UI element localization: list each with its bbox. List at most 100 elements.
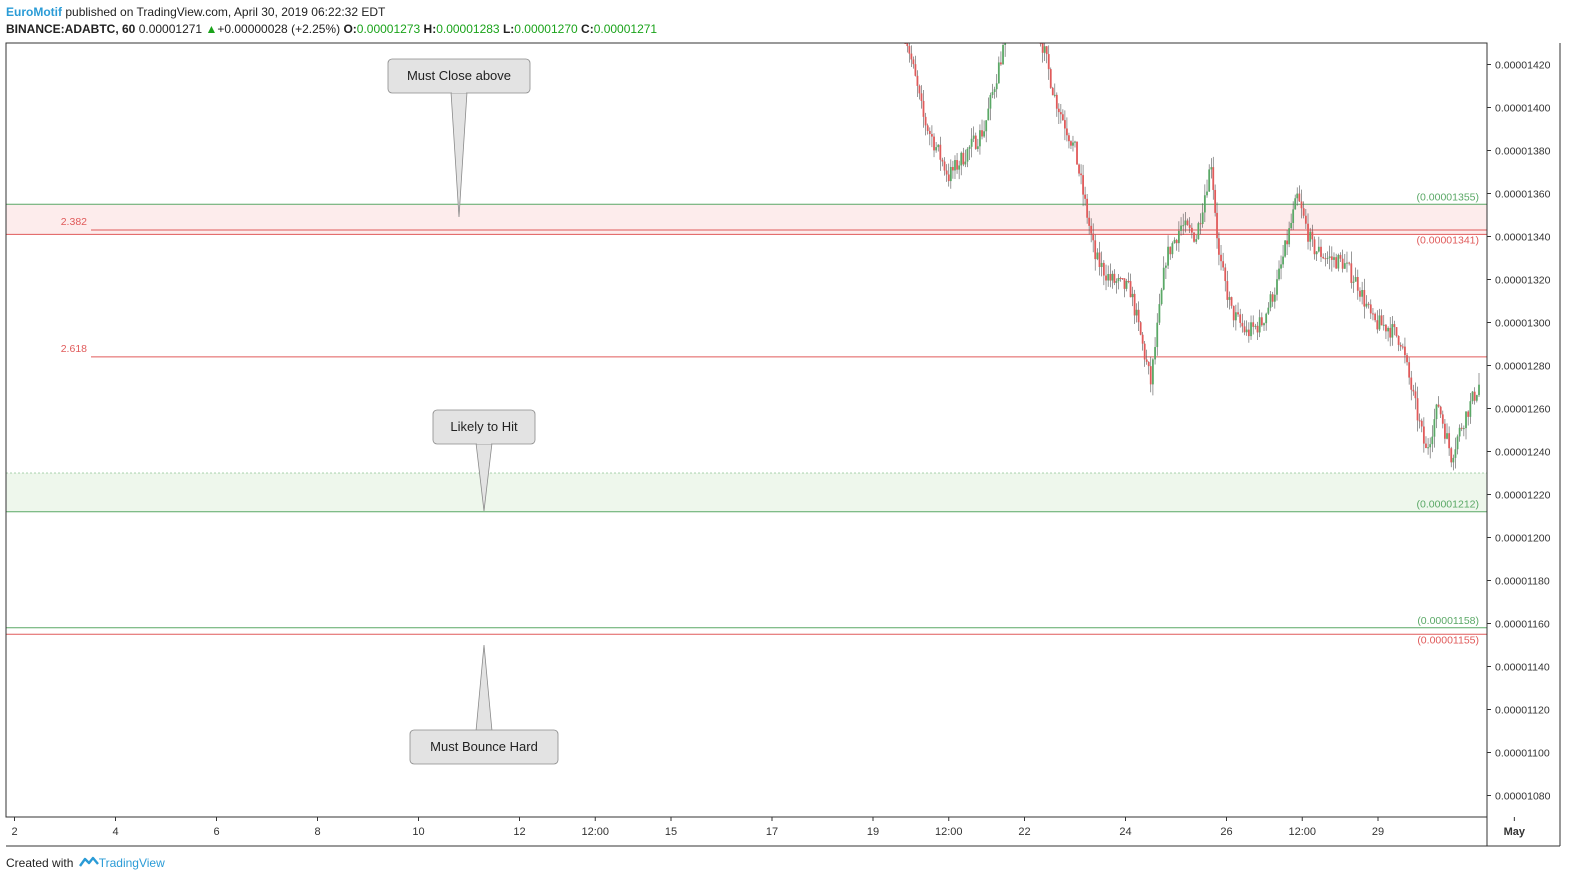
candle-body	[1408, 362, 1411, 378]
candle-body	[1441, 414, 1444, 424]
candle-body	[1094, 240, 1097, 260]
created-with-label: Created with	[6, 856, 74, 870]
price-tick-label: 0.00001260	[1495, 404, 1551, 416]
candle-body	[1088, 217, 1091, 226]
candle-body	[1000, 62, 1002, 65]
candle-body	[1002, 44, 1004, 65]
price-axis[interactable]: 0.00001420 0.00001400 0.00001380 0.00001360…	[1487, 60, 1551, 803]
symbol-label[interactable]: BINANCE:ADABTC, 60	[6, 22, 136, 36]
candle-body	[1354, 276, 1357, 282]
candle-body	[1473, 391, 1476, 401]
candle-body	[985, 120, 988, 132]
tradingview-logo-icon	[78, 856, 99, 867]
candle-body	[1145, 359, 1148, 362]
candle-body	[945, 170, 948, 175]
candle-body	[1149, 366, 1152, 385]
candle-body	[1397, 336, 1400, 345]
candle-body	[928, 130, 931, 135]
high-value: 0.00001283	[436, 22, 500, 36]
candle-body	[1454, 449, 1457, 458]
time-tick-label: 12:00	[1288, 826, 1316, 838]
time-tick-label: 12	[513, 826, 525, 838]
candle-body	[1100, 262, 1103, 267]
candle-body	[1300, 201, 1303, 209]
candle-body	[1119, 278, 1122, 280]
candle-body	[995, 83, 998, 90]
tradingview-brand-link[interactable]: TradingView	[98, 856, 165, 870]
candle-body	[1258, 317, 1261, 333]
price-tick-label: 0.00001220	[1495, 490, 1551, 502]
fib-label: 2.382	[61, 216, 87, 228]
candle-body	[1133, 293, 1136, 316]
candle-body	[1322, 256, 1325, 259]
candle-body	[1341, 258, 1344, 269]
level-label: (0.00001341)	[1417, 234, 1479, 246]
candle-body	[1425, 443, 1427, 449]
candle-body	[1195, 239, 1198, 242]
candle-body	[1051, 87, 1054, 96]
candle-body	[1401, 346, 1404, 348]
candle-body	[1220, 254, 1222, 262]
time-tick-label: 12:00	[581, 826, 609, 838]
time-axis[interactable]: 2 4 6 8 10 12 12:00 15 17 19 12:00 22 24 26 12:00 29 May	[11, 817, 1526, 838]
zones-layer	[6, 204, 1487, 512]
candle-body	[1182, 225, 1185, 227]
callout-2[interactable]: Likely to Hit	[432, 409, 536, 512]
candle-body	[1102, 262, 1105, 276]
candle-body	[1465, 411, 1467, 429]
candle-body	[1208, 169, 1211, 192]
candle-body	[974, 135, 977, 149]
time-tick-label: 10	[412, 826, 424, 838]
candle-body	[1352, 281, 1355, 283]
candle-body	[1049, 69, 1052, 88]
candle-body	[1105, 275, 1107, 281]
candle-body	[1437, 404, 1440, 407]
candle-body	[1115, 281, 1118, 283]
candle-body	[916, 75, 919, 86]
candle-body	[1406, 355, 1408, 363]
candle-body	[1337, 254, 1340, 269]
candle-body	[1059, 112, 1062, 115]
time-tick-label: 24	[1119, 826, 1131, 838]
candle-body	[941, 159, 944, 162]
candle-body	[1241, 322, 1244, 327]
candle-body	[1292, 209, 1295, 223]
candle-body	[1462, 428, 1465, 430]
time-tick-label: 12:00	[935, 826, 963, 838]
candle-body	[1177, 230, 1180, 244]
candle-body	[1113, 273, 1116, 283]
candle-body	[1193, 232, 1195, 242]
candle-body	[1165, 265, 1167, 268]
candle-body	[993, 89, 996, 92]
zone-support	[6, 473, 1487, 512]
price-tick-label: 0.00001200	[1495, 533, 1551, 545]
candle-body	[1260, 317, 1263, 326]
candle-body	[1125, 280, 1128, 289]
candle-body	[1335, 257, 1338, 269]
callout-3[interactable]: Must Bounce Hard	[409, 644, 559, 765]
candle-body	[1282, 256, 1284, 265]
candle-body	[1467, 411, 1470, 417]
candle-body	[1064, 120, 1066, 129]
candle-body	[970, 138, 973, 147]
candle-body	[1450, 448, 1453, 463]
callout-1[interactable]: Must Close above	[387, 58, 531, 218]
candle-body	[1121, 278, 1124, 280]
candle-body	[1387, 327, 1389, 332]
callout-box	[409, 729, 559, 765]
candle-body	[1385, 324, 1387, 332]
candle-body	[918, 85, 921, 94]
candle-body	[1131, 293, 1134, 298]
candle-body	[1311, 231, 1314, 240]
candle-body	[1294, 198, 1297, 210]
published-text: published on TradingView.com, April 30, …	[65, 5, 386, 19]
author-link[interactable]: EuroMotif	[6, 5, 62, 19]
candle-body	[1350, 263, 1353, 283]
candle-body	[906, 43, 909, 47]
candle-body	[1107, 273, 1110, 281]
candle-body	[1435, 404, 1438, 420]
candle-body	[1214, 189, 1217, 213]
candle-body	[1271, 294, 1274, 302]
candle-body	[1043, 46, 1046, 53]
